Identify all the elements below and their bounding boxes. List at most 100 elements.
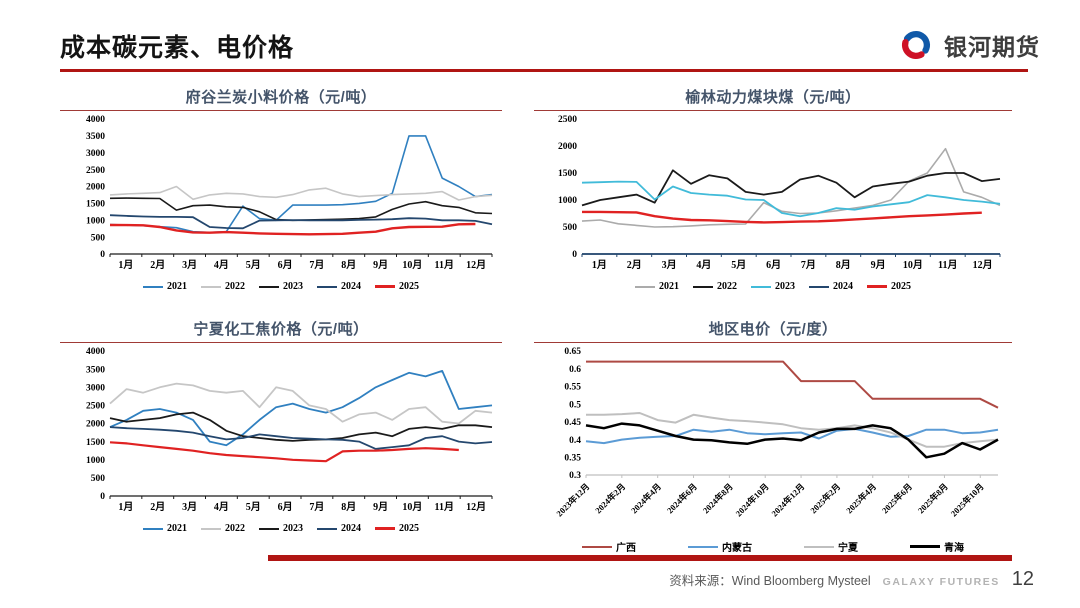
svg-text:8月: 8月 <box>341 259 356 271</box>
svg-text:5月: 5月 <box>246 259 261 271</box>
svg-text:3000: 3000 <box>86 149 105 159</box>
legend-item: 2025 <box>375 523 419 534</box>
legend-swatch <box>867 285 887 288</box>
legend-item: 2021 <box>143 281 187 292</box>
legend-label: 青海 <box>944 543 964 554</box>
svg-text:0.65: 0.65 <box>564 347 581 357</box>
svg-text:0.3: 0.3 <box>569 471 581 481</box>
chart-title-underline <box>60 110 502 111</box>
svg-text:1月: 1月 <box>118 501 133 513</box>
legend-swatch <box>375 527 395 530</box>
legend-label: 内蒙古 <box>722 543 752 554</box>
svg-text:2024年2月: 2024年2月 <box>593 481 627 515</box>
svg-text:7月: 7月 <box>309 501 324 513</box>
chart-title-underline <box>534 110 1012 111</box>
chart-title: 榆林动力煤块煤（元/吨） <box>685 89 861 106</box>
svg-text:3月: 3月 <box>662 259 677 271</box>
svg-text:0.6: 0.6 <box>569 365 581 375</box>
svg-text:11月: 11月 <box>435 259 454 271</box>
svg-text:0.45: 0.45 <box>564 418 581 428</box>
legend-label: 宁夏 <box>838 543 858 554</box>
legend-label: 2023 <box>283 523 303 534</box>
legend-swatch <box>317 285 337 288</box>
svg-text:8月: 8月 <box>836 259 851 271</box>
svg-text:2000: 2000 <box>558 142 577 152</box>
legend-label: 2024 <box>833 281 853 292</box>
chart-legend: 广西 内蒙古 宁夏 青海 <box>534 539 1012 554</box>
svg-text:2000: 2000 <box>86 183 105 193</box>
svg-text:500: 500 <box>563 223 578 233</box>
legend-label: 2022 <box>225 523 245 534</box>
legend-item: 2023 <box>751 281 795 292</box>
svg-text:4月: 4月 <box>214 501 229 513</box>
chart-title-underline <box>534 342 1012 343</box>
svg-text:3月: 3月 <box>182 501 197 513</box>
svg-text:0.35: 0.35 <box>564 453 581 463</box>
legend-label: 2024 <box>341 523 361 534</box>
svg-text:9月: 9月 <box>373 259 388 271</box>
legend-item: 2021 <box>143 523 187 534</box>
svg-text:2500: 2500 <box>558 115 577 125</box>
chart-title: 府谷兰炭小料价格（元/吨） <box>185 89 377 106</box>
svg-text:2025年6月: 2025年6月 <box>880 481 914 515</box>
legend-item: 2021 <box>635 281 679 292</box>
legend-swatch <box>910 545 940 548</box>
legend-label: 2025 <box>399 523 419 534</box>
svg-text:2月: 2月 <box>150 259 165 271</box>
svg-text:1000: 1000 <box>558 196 577 206</box>
legend-label: 2021 <box>167 523 187 534</box>
legend-item: 宁夏 <box>804 539 858 554</box>
legend-swatch <box>201 527 221 530</box>
svg-text:7月: 7月 <box>309 259 324 271</box>
legend-swatch <box>143 285 163 288</box>
svg-text:12月: 12月 <box>466 259 486 271</box>
svg-text:1月: 1月 <box>118 259 133 271</box>
svg-text:4000: 4000 <box>86 115 105 125</box>
legend-item: 2025 <box>375 281 419 292</box>
svg-text:10月: 10月 <box>402 501 422 513</box>
svg-text:0.4: 0.4 <box>569 436 581 446</box>
logo: 银河期货 <box>895 24 1040 66</box>
footer-bar <box>268 555 1012 561</box>
svg-text:5月: 5月 <box>246 501 261 513</box>
legend-item: 2025 <box>867 281 911 292</box>
svg-text:2月: 2月 <box>627 259 642 271</box>
line-chart: 4000 3500 3000 2500 2000 1500 1000 500 0 1月 2月 3月 4月… <box>86 115 493 271</box>
legend-item: 2023 <box>259 281 303 292</box>
brand-text: GALAXY FUTURES <box>882 576 1000 588</box>
legend-label: 2022 <box>717 281 737 292</box>
chart-title-underline <box>60 342 502 343</box>
legend-item: 广西 <box>582 539 636 554</box>
svg-text:0.55: 0.55 <box>564 383 581 393</box>
chart-panel-ningxia-coke: 宁夏化工焦价格（元/吨） 4000 3500 3000 2500 2000 1500 100… <box>60 318 502 534</box>
svg-text:9月: 9月 <box>871 259 886 271</box>
legend-swatch <box>809 285 829 288</box>
svg-text:11月: 11月 <box>938 259 957 271</box>
svg-text:4月: 4月 <box>214 259 229 271</box>
svg-text:2024年8月: 2024年8月 <box>701 481 735 515</box>
legend-swatch <box>693 285 713 288</box>
line-chart: 4000 3500 3000 2500 2000 1500 1000 500 0 1月 2月 3月 4月… <box>86 347 493 513</box>
footer: 资料来源：Wind Bloomberg Mysteel GALAXY FUTUR… <box>669 568 1034 591</box>
chart-panel-fugu-semicoke: 府谷兰炭小料价格（元/吨） 4000 3500 3000 2500 2000 1500 10… <box>60 86 502 292</box>
galaxy-swirl-icon <box>901 31 931 60</box>
legend-swatch <box>688 545 718 548</box>
legend-item: 2024 <box>317 281 361 292</box>
legend-swatch <box>375 285 395 288</box>
page-title: 成本碳元素、电价格 <box>60 34 295 62</box>
svg-text:11月: 11月 <box>435 501 454 513</box>
legend-label: 2024 <box>341 281 361 292</box>
svg-text:0: 0 <box>100 250 105 260</box>
logo-text: 银河期货 <box>944 34 1040 60</box>
chart-panel-yulin-coal: 榆林动力煤块煤（元/吨） 2500 2000 1500 1000 500 0 1月 2月 3月 4… <box>534 86 1012 292</box>
legend-label: 2021 <box>167 281 187 292</box>
title-underline <box>60 69 1028 72</box>
chart-legend: 2021 2022 2023 2024 2025 <box>60 281 502 292</box>
legend-item: 2022 <box>201 523 245 534</box>
svg-text:2024年6月: 2024年6月 <box>665 481 699 515</box>
svg-text:8月: 8月 <box>341 501 356 513</box>
svg-text:1500: 1500 <box>558 169 577 179</box>
legend-label: 2023 <box>775 281 795 292</box>
legend-swatch <box>259 285 279 288</box>
legend-swatch <box>259 527 279 530</box>
